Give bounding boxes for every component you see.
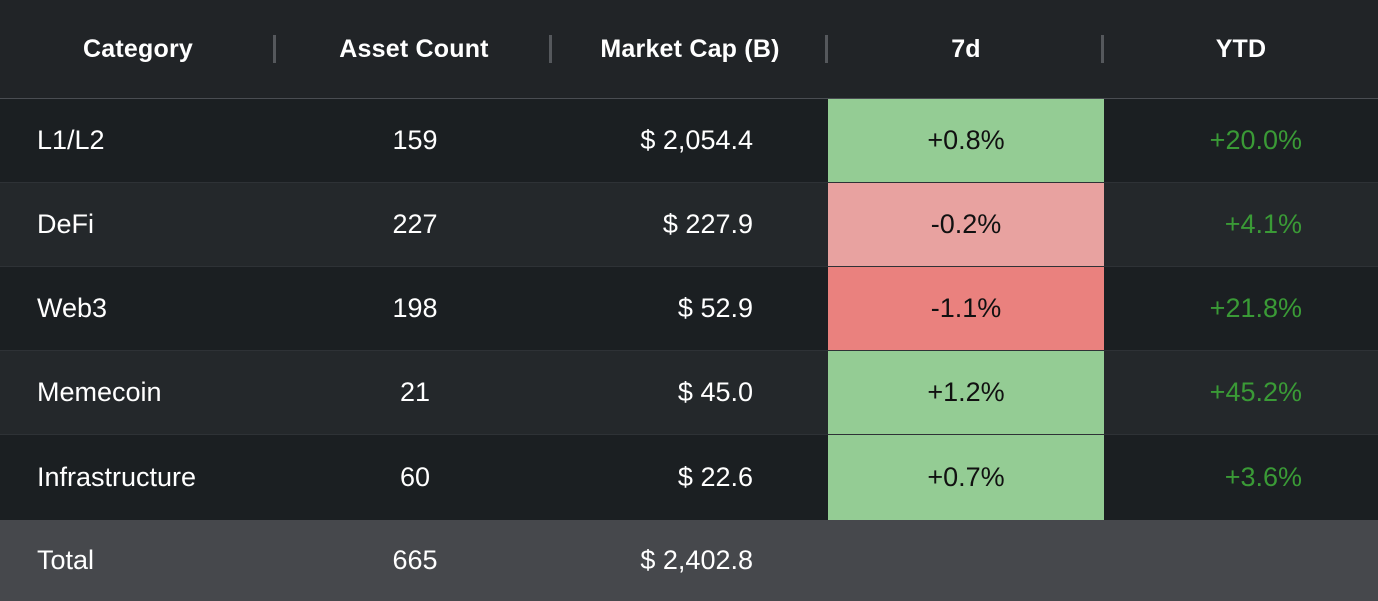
column-resize-handle[interactable] [549, 35, 552, 63]
table-row[interactable]: Web3 198 $ 52.9 -1.1% +21.8% [0, 267, 1378, 351]
header-category[interactable]: Category [0, 0, 276, 98]
change-ytd-cell: +4.1% [1224, 209, 1302, 239]
header-market-cap-label: Market Cap (B) [600, 34, 780, 63]
change-ytd-cell: +3.6% [1224, 462, 1302, 492]
header-ytd-label: YTD [1215, 34, 1267, 63]
market-cap-cell: $ 52.9 [677, 293, 753, 323]
table-row[interactable]: L1/L2 159 $ 2,054.4 +0.8% +20.0% [0, 99, 1378, 183]
change-7d-cell: -0.2% [828, 183, 1104, 266]
header-asset-count-label: Asset Count [339, 34, 489, 63]
asset-count-cell: 227 [392, 209, 438, 239]
table-row[interactable]: Memecoin 21 $ 45.0 +1.2% +45.2% [0, 351, 1378, 435]
change-7d-cell: -1.1% [828, 267, 1104, 350]
total-asset-count: 665 [392, 545, 438, 575]
table-row[interactable]: Infrastructure 60 $ 22.6 +0.7% +3.6% [0, 435, 1378, 520]
column-resize-handle[interactable] [825, 35, 828, 63]
column-resize-handle[interactable] [273, 35, 276, 63]
header-7d[interactable]: 7d [828, 0, 1104, 98]
asset-count-cell: 21 [399, 377, 431, 407]
change-7d-cell: +0.8% [828, 99, 1104, 182]
category-cell: Web3 [37, 293, 108, 323]
column-resize-handle[interactable] [1101, 35, 1104, 63]
change-7d-cell: +0.7% [828, 435, 1104, 520]
asset-count-cell: 60 [399, 462, 431, 492]
category-cell: L1/L2 [37, 125, 105, 155]
market-cap-cell: $ 2,054.4 [640, 125, 753, 155]
change-ytd-cell: +45.2% [1209, 377, 1302, 407]
category-cell: DeFi [37, 209, 95, 239]
header-ytd[interactable]: YTD [1104, 0, 1378, 98]
category-cell: Infrastructure [37, 462, 197, 492]
header-market-cap[interactable]: Market Cap (B) [552, 0, 828, 98]
market-cap-cell: $ 45.0 [677, 377, 753, 407]
header-7d-label: 7d [951, 34, 981, 63]
change-ytd-cell: +20.0% [1209, 125, 1302, 155]
total-row: Total 665 $ 2,402.8 [0, 520, 1378, 601]
total-7d-empty [828, 520, 1104, 601]
asset-count-cell: 159 [392, 125, 438, 155]
header-asset-count[interactable]: Asset Count [276, 0, 552, 98]
total-market-cap: $ 2,402.8 [640, 545, 753, 575]
change-7d-cell: +1.2% [828, 351, 1104, 434]
change-ytd-cell: +21.8% [1209, 293, 1302, 323]
asset-count-cell: 198 [392, 293, 438, 323]
header-category-label: Category [83, 34, 193, 63]
market-cap-cell: $ 22.6 [677, 462, 753, 492]
category-cell: Memecoin [37, 377, 162, 407]
total-label: Total [37, 545, 95, 575]
total-ytd-empty [1104, 520, 1378, 601]
table-row[interactable]: DeFi 227 $ 227.9 -0.2% +4.1% [0, 183, 1378, 267]
market-cap-cell: $ 227.9 [662, 209, 753, 239]
table-header: Category Asset Count Market Cap (B) 7d Y… [0, 0, 1378, 99]
